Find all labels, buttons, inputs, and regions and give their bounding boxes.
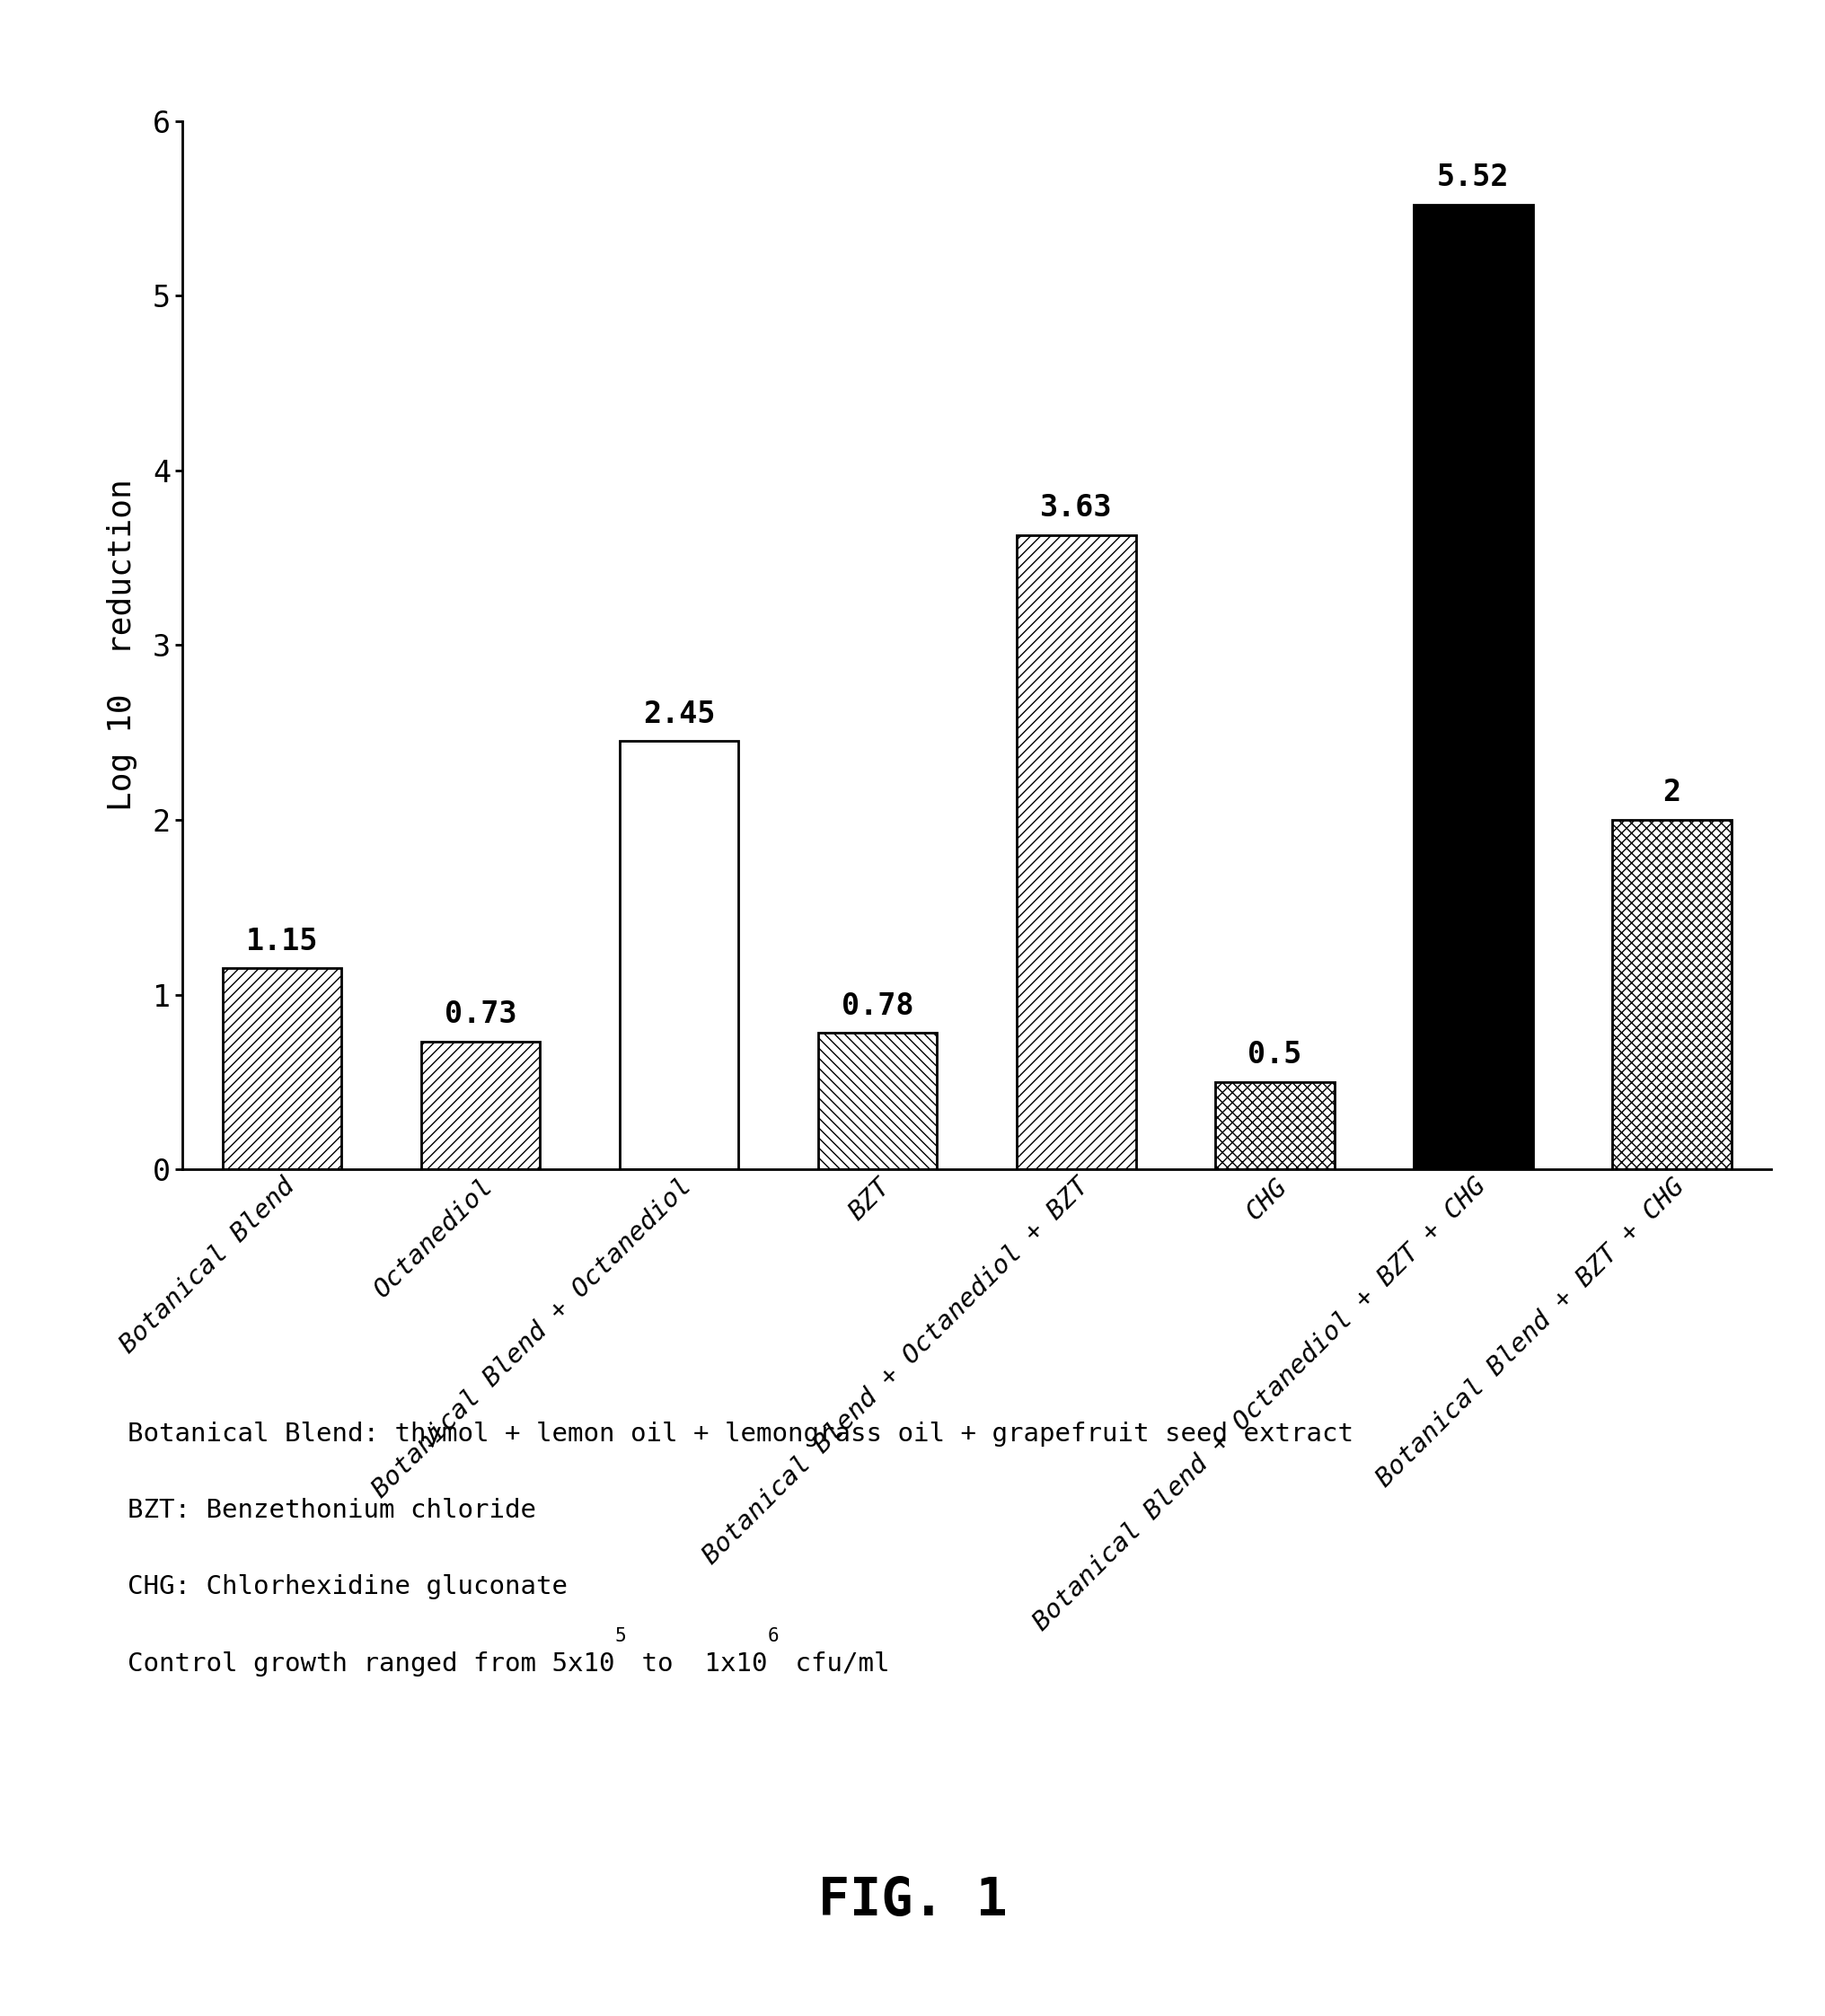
Bar: [818, 1032, 936, 1169]
Bar: [619, 742, 737, 1169]
Text: 2.45: 2.45: [642, 700, 715, 730]
Text: Control growth ranged from 5x10: Control growth ranged from 5x10: [128, 1651, 615, 1675]
Text: 0.73: 0.73: [443, 1000, 516, 1030]
Text: 6: 6: [768, 1627, 779, 1645]
Text: 1.15: 1.15: [246, 927, 318, 956]
Text: BZT: Benzethonium chloride: BZT: Benzethonium chloride: [128, 1498, 537, 1522]
Text: 2: 2: [1663, 778, 1681, 808]
Bar: [223, 968, 341, 1169]
Text: 0.5: 0.5: [1246, 1040, 1301, 1070]
Text: 5.52: 5.52: [1436, 163, 1509, 194]
Bar: [1215, 1083, 1334, 1169]
Text: cfu/ml: cfu/ml: [779, 1651, 889, 1675]
Bar: [1413, 206, 1531, 1169]
Bar: [420, 1042, 540, 1169]
Text: 0.78: 0.78: [841, 992, 912, 1020]
Text: to  1x10: to 1x10: [626, 1651, 768, 1675]
Text: 3.63: 3.63: [1040, 494, 1111, 522]
Bar: [1611, 821, 1730, 1169]
Text: FIG. 1: FIG. 1: [818, 1875, 1007, 1925]
Bar: [1017, 534, 1135, 1169]
Text: CHG: Chlorhexidine gluconate: CHG: Chlorhexidine gluconate: [128, 1574, 568, 1599]
Y-axis label: Log 10  reduction: Log 10 reduction: [108, 480, 137, 810]
Text: 5: 5: [615, 1627, 626, 1645]
Text: Botanical Blend: thymol + lemon oil + lemongrass oil + grapefruit seed extract: Botanical Blend: thymol + lemon oil + le…: [128, 1421, 1352, 1445]
